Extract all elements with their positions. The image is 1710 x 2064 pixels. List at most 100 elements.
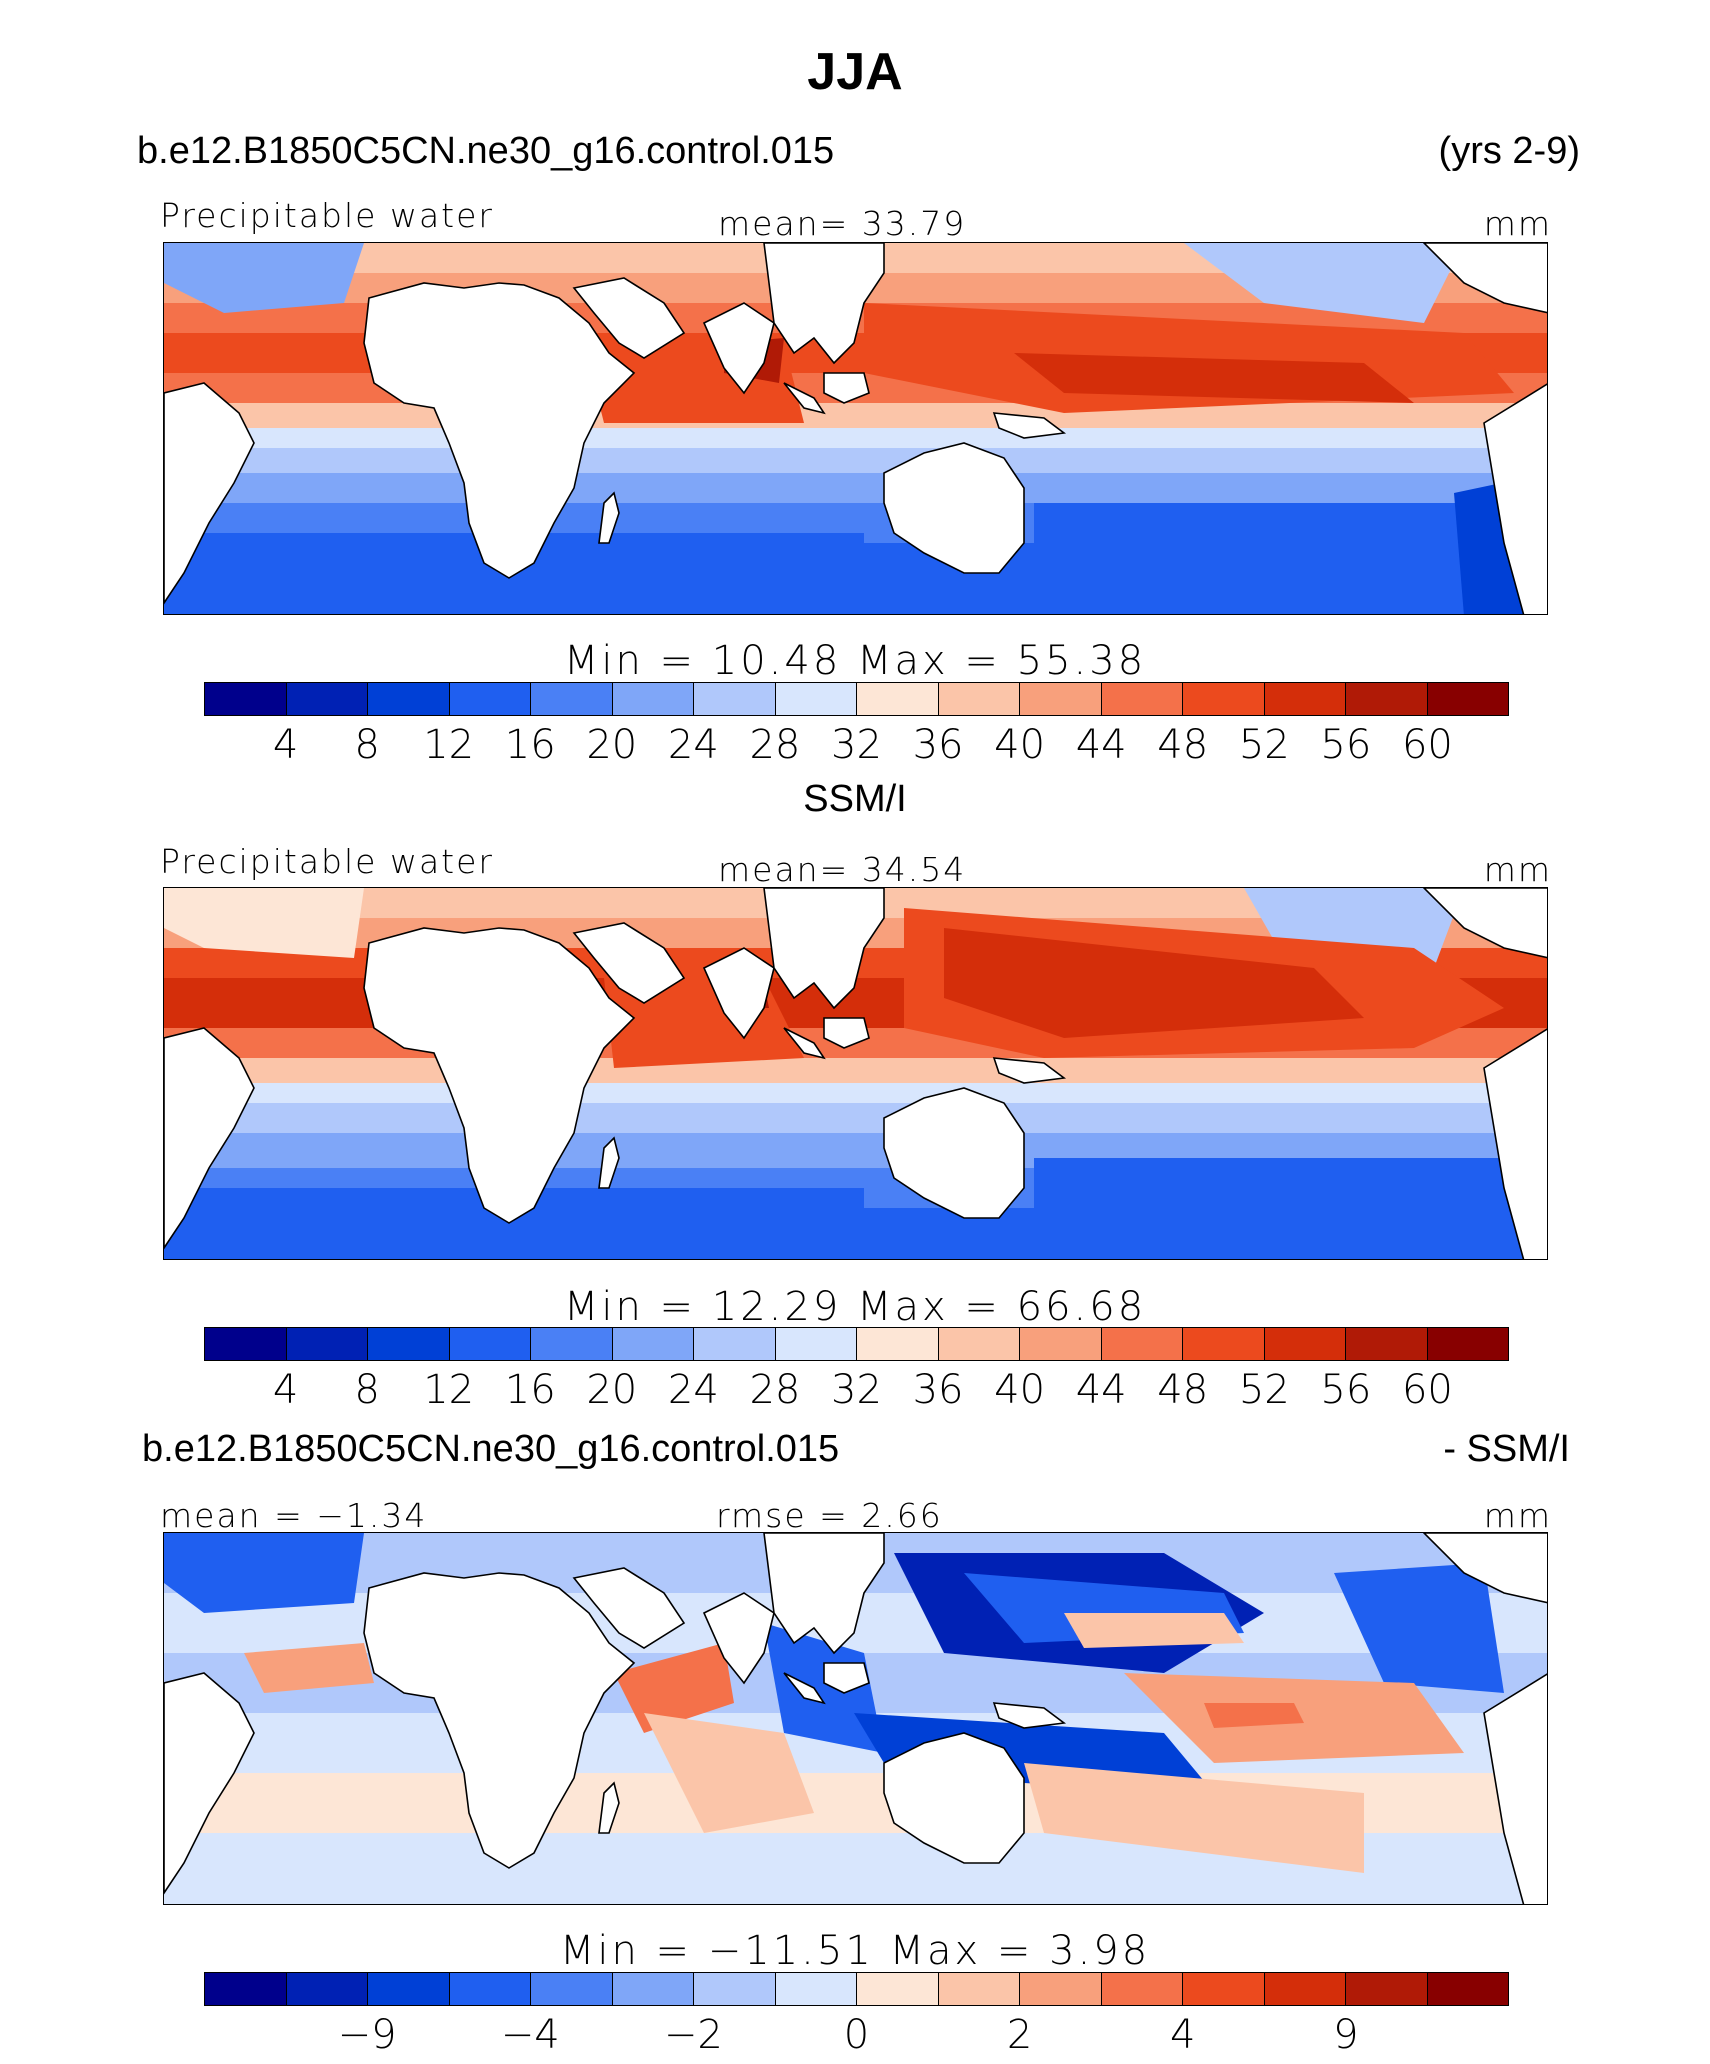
contour-region <box>244 1643 374 1693</box>
colorbar-tick-label: 20 <box>586 722 638 768</box>
land-mass <box>598 1136 620 1189</box>
colorbar-tick-label: 52 <box>1238 722 1290 768</box>
colorbar-swatch <box>612 1973 694 2005</box>
contour-band <box>164 428 1547 448</box>
land-mass <box>783 1027 826 1060</box>
land-mass <box>1422 888 1547 959</box>
colorbar-swatch <box>694 1973 776 2005</box>
panel3-map <box>163 1532 1548 1905</box>
contour-region <box>1064 1613 1244 1648</box>
colorbar-tick-label: 9 <box>1333 2012 1359 2058</box>
colorbar-tick-label: 60 <box>1401 1367 1453 1413</box>
land-mass <box>783 382 826 415</box>
colorbar-swatch <box>449 1328 531 1360</box>
contour-region <box>614 1643 734 1733</box>
colorbar-tick-label: 32 <box>831 722 882 768</box>
contour-region <box>164 1188 864 1259</box>
colorbar-swatch <box>449 1973 531 2005</box>
contour-region <box>164 888 364 958</box>
land-mass <box>363 282 636 579</box>
colorbar-tick-label: 24 <box>667 1367 719 1413</box>
colorbar-tick-label: 4 <box>272 1367 299 1413</box>
colorbar-tick-label: 52 <box>1238 1367 1290 1413</box>
land-mass <box>363 1572 636 1869</box>
contour-band <box>164 1103 1547 1133</box>
contour-band <box>164 448 1547 473</box>
panel1-mean-label: mean= 33.79 <box>718 204 967 243</box>
contour-region <box>164 243 364 313</box>
colorbar-tick-label: 28 <box>749 722 801 768</box>
land-mass <box>702 1592 775 1685</box>
colorbar-swatch <box>1183 1328 1265 1360</box>
land-mass <box>763 243 885 365</box>
land-mass <box>992 412 1067 439</box>
land-mass <box>598 1781 620 1834</box>
colorbar-swatch <box>938 1973 1020 2005</box>
colorbar-tick-label: 0 <box>843 2012 870 2058</box>
land-mass <box>572 277 686 359</box>
land-mass <box>1483 383 1547 614</box>
contour-region <box>764 1623 884 1753</box>
colorbar-swatch <box>1264 683 1346 715</box>
colorbar-tick-label: −9 <box>337 2012 397 2058</box>
colorbar-tick-label: −4 <box>500 2012 560 2058</box>
colorbar-swatch <box>612 1328 694 1360</box>
land-mass <box>1483 1028 1547 1259</box>
panel3-rmse-label: rmse = 2.66 <box>716 1496 943 1535</box>
contour-region <box>1034 1158 1547 1259</box>
colorbar-tick-label: 40 <box>994 722 1046 768</box>
land-mass <box>883 442 1025 574</box>
colorbar-tick-label: 32 <box>831 1367 882 1413</box>
contour-band <box>164 473 1547 503</box>
panel1-minmax: Min = 10.48 Max = 55.38 <box>563 638 1147 684</box>
panel1-map <box>163 242 1548 615</box>
land-mass <box>572 922 686 1004</box>
panel1-colorbar <box>204 682 1509 716</box>
colorbar-swatch <box>531 683 613 715</box>
land-mass <box>702 947 775 1040</box>
contour-band <box>164 1058 1547 1083</box>
colorbar-tick-label: 8 <box>354 1367 380 1413</box>
panel2-variable-label: Precipitable water <box>160 842 494 881</box>
contour-region <box>1024 1763 1364 1873</box>
colorbar-swatch <box>368 683 450 715</box>
colorbar-tick-label: 36 <box>912 722 964 768</box>
colorbar-swatch <box>1427 683 1508 715</box>
colorbar-tick-label: 2 <box>1006 2012 1033 2058</box>
colorbar-swatch <box>694 1328 776 1360</box>
colorbar-tick-label: 24 <box>667 722 719 768</box>
contour-band <box>164 403 1547 428</box>
colorbar-tick-label: 12 <box>423 722 475 768</box>
land-mass <box>1483 1673 1547 1904</box>
colorbar-swatch <box>1020 1973 1102 2005</box>
colorbar-swatch <box>286 683 368 715</box>
page-title: JJA <box>807 43 903 101</box>
colorbar-tick-label: 48 <box>1157 1367 1209 1413</box>
land-mass <box>992 1057 1067 1084</box>
colorbar-swatch <box>286 1973 368 2005</box>
colorbar-swatch <box>531 1328 613 1360</box>
colorbar-swatch <box>1346 683 1428 715</box>
colorbar-tick-label: 56 <box>1320 1367 1372 1413</box>
panel3-case-name: b.e12.B1850C5CN.ne30_g16.control.015 <box>142 1428 840 1470</box>
colorbar-tick-label: 4 <box>1170 2012 1196 2058</box>
contour-region <box>1184 243 1464 323</box>
colorbar-swatch <box>857 1328 939 1360</box>
contour-region <box>1014 353 1414 403</box>
colorbar-tick-label: 44 <box>1075 722 1127 768</box>
land-mass <box>572 1567 686 1649</box>
colorbar-tick-label: 56 <box>1320 722 1372 768</box>
colorbar-swatch <box>1020 1328 1102 1360</box>
land-mass <box>164 1672 255 1895</box>
colorbar-swatch <box>612 683 694 715</box>
colorbar-tick-label: 44 <box>1075 1367 1127 1413</box>
colorbar-swatch <box>531 1973 613 2005</box>
colorbar-swatch <box>1101 1973 1183 2005</box>
land-mass <box>883 1087 1025 1219</box>
colorbar-tick-label: 20 <box>586 1367 638 1413</box>
colorbar-swatch <box>775 683 857 715</box>
land-mass <box>363 927 636 1224</box>
panel3-colorbar <box>204 1972 1509 2006</box>
panel2-minmax: Min = 12.29 Max = 66.68 <box>563 1284 1147 1330</box>
colorbar-tick-label: 48 <box>1157 722 1209 768</box>
